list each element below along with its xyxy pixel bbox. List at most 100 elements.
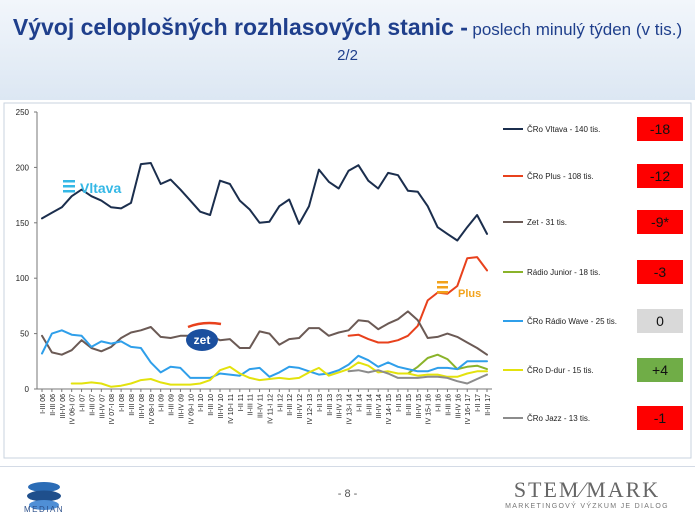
median-label: MEDIAN bbox=[23, 505, 65, 514]
y-tick-label: 50 bbox=[20, 330, 29, 339]
legend-swatch bbox=[503, 369, 523, 371]
x-tick-label: III-IV 13 bbox=[337, 394, 344, 419]
change-badge: -1 bbox=[637, 406, 683, 430]
y-tick-label: 200 bbox=[16, 163, 30, 172]
title-sub: poslech minulý týden (v tis.) bbox=[472, 20, 683, 39]
x-tick-label: IV 06-I 07 bbox=[70, 394, 77, 424]
legend-swatch bbox=[503, 320, 523, 322]
x-tick-label: III-IV 07 bbox=[99, 394, 106, 419]
change-badge: -9* bbox=[637, 210, 683, 234]
x-tick-label: IV 11-I 12 bbox=[267, 394, 274, 424]
plus-logo-icon bbox=[437, 281, 448, 294]
median-logo-icon bbox=[27, 482, 61, 510]
x-tick-label: I-II 13 bbox=[317, 394, 324, 412]
x-tick-label: I-II 09 bbox=[159, 394, 166, 412]
x-tick-label: III-IV 16 bbox=[455, 394, 462, 419]
x-tick-label: II-III 12 bbox=[287, 394, 294, 416]
x-tick-label: IV 09-I 10 bbox=[188, 394, 195, 424]
legend-label: ČRo Plus - 108 tis. bbox=[527, 171, 594, 181]
x-tick-label: IV 13-I 14 bbox=[347, 394, 354, 424]
legend-item: ČRo Vltava - 140 tis. bbox=[503, 122, 600, 136]
footer-divider bbox=[0, 466, 695, 467]
x-tick-label: I-II 08 bbox=[119, 394, 126, 412]
x-tick-label: I-II 11 bbox=[238, 394, 245, 411]
x-tick-label: II-III 11 bbox=[248, 394, 255, 415]
x-tick-label: III-IV 09 bbox=[178, 394, 185, 419]
stem-mark-tagline: MARKETINGOVÝ VÝZKUM JE DIALOG bbox=[505, 503, 669, 510]
x-tick-label: I-II 14 bbox=[356, 394, 363, 412]
x-tick-label: III-IV 10 bbox=[218, 394, 225, 419]
x-tick-label: I-II 12 bbox=[277, 394, 284, 412]
x-tick-label: IV 15-I 16 bbox=[426, 394, 433, 424]
plot-frame bbox=[3, 102, 692, 459]
x-tick-label: III-IV 11 bbox=[258, 394, 265, 418]
x-tick-label: II-III 17 bbox=[485, 394, 492, 416]
x-tick-label: III-IV 12 bbox=[297, 394, 304, 419]
x-tick-label: II-III 15 bbox=[406, 394, 413, 416]
vltava-logo-icon bbox=[63, 180, 75, 193]
legend-swatch bbox=[503, 175, 523, 177]
x-tick-label: I-III 06 bbox=[40, 394, 47, 414]
x-tick-label: III-IV 15 bbox=[416, 394, 423, 419]
legend-swatch bbox=[503, 221, 523, 223]
legend-item: ČRo Jazz - 13 tis. bbox=[503, 411, 590, 425]
x-tick-label: IV 12-I 13 bbox=[307, 394, 314, 424]
vltava-logo-text: Vltava bbox=[80, 180, 121, 196]
x-tick-label: III-IV 14 bbox=[376, 394, 383, 419]
legend-label: ČRo Rádio Wave - 25 tis. bbox=[527, 316, 617, 326]
x-tick-label: I-II 15 bbox=[396, 394, 403, 412]
header-band: Vývoj celoplošných rozhlasových stanic -… bbox=[0, 0, 695, 100]
legend-swatch bbox=[503, 417, 523, 419]
x-tick-label: IV 10-I 11 bbox=[228, 394, 235, 424]
x-tick-label: IV 07-I 08 bbox=[109, 394, 116, 424]
zet-logo-swoosh bbox=[187, 321, 222, 329]
change-badge: -18 bbox=[637, 117, 683, 141]
legend-label: Rádio Junior - 18 tis. bbox=[527, 267, 601, 277]
legend-label: ČRo Jazz - 13 tis. bbox=[527, 413, 591, 423]
y-tick-label: 100 bbox=[16, 274, 30, 283]
x-tick-label: II-III 16 bbox=[445, 394, 452, 416]
change-badge: 0 bbox=[637, 309, 683, 333]
legend-item: ČRo Rádio Wave - 25 tis. bbox=[503, 314, 617, 328]
x-tick-label: II-III 10 bbox=[208, 394, 215, 416]
x-tick-label: I-II 07 bbox=[80, 394, 87, 412]
legend-item: Rádio Junior - 18 tis. bbox=[503, 265, 600, 279]
series-line-vltava bbox=[41, 162, 488, 242]
x-tick-label: IV 16-I 17 bbox=[465, 394, 472, 424]
legend-item: ČRo D-dur - 15 tis. bbox=[503, 363, 594, 377]
series-line-ddur bbox=[70, 361, 488, 388]
x-tick-label: II-III 14 bbox=[366, 394, 373, 416]
x-tick-label: I-II 17 bbox=[475, 394, 482, 412]
x-tick-label: II-III 06 bbox=[50, 394, 57, 416]
legend-label: ČRo D-dur - 15 tis. bbox=[527, 365, 594, 375]
plus-logo-text: Plus bbox=[458, 288, 481, 300]
series-line-junior bbox=[406, 353, 488, 375]
series-line-wave bbox=[41, 329, 488, 379]
y-tick-label: 250 bbox=[16, 108, 30, 117]
y-tick-label: 0 bbox=[25, 385, 30, 394]
x-tick-label: II-III 09 bbox=[169, 394, 176, 416]
legend-swatch bbox=[503, 271, 523, 273]
page-indicator: 2/2 bbox=[337, 47, 358, 64]
x-tick-label: II-III 08 bbox=[129, 394, 136, 416]
title-main: Vývoj celoplošných rozhlasových stanic - bbox=[12, 14, 468, 40]
page-title: Vývoj celoplošných rozhlasových stanic -… bbox=[0, 14, 695, 41]
x-tick-label: III-IV 08 bbox=[139, 394, 146, 419]
series-line-plus bbox=[347, 256, 488, 344]
legend-label: ČRo Vltava - 140 tis. bbox=[527, 124, 601, 134]
x-tick-label: II-III 07 bbox=[89, 394, 96, 416]
legend-item: Zet - 31 tis. bbox=[503, 215, 567, 229]
zet-logo-text: zet bbox=[194, 333, 211, 347]
x-tick-label: III-IV 06 bbox=[60, 394, 67, 419]
x-tick-label: II-III 13 bbox=[327, 394, 334, 416]
page-number: - 8 - bbox=[337, 488, 358, 500]
zet-logo-icon bbox=[186, 329, 218, 351]
x-tick-label: I-II 10 bbox=[198, 394, 205, 412]
series-line-jazz bbox=[347, 369, 488, 385]
x-tick-label: I-II 16 bbox=[436, 394, 443, 412]
stem-mark-logo: STEM∕MARK bbox=[513, 477, 661, 502]
change-badge: -12 bbox=[637, 164, 683, 188]
change-badge: -3 bbox=[637, 260, 683, 284]
x-tick-label: IV 08-I 09 bbox=[149, 394, 156, 424]
